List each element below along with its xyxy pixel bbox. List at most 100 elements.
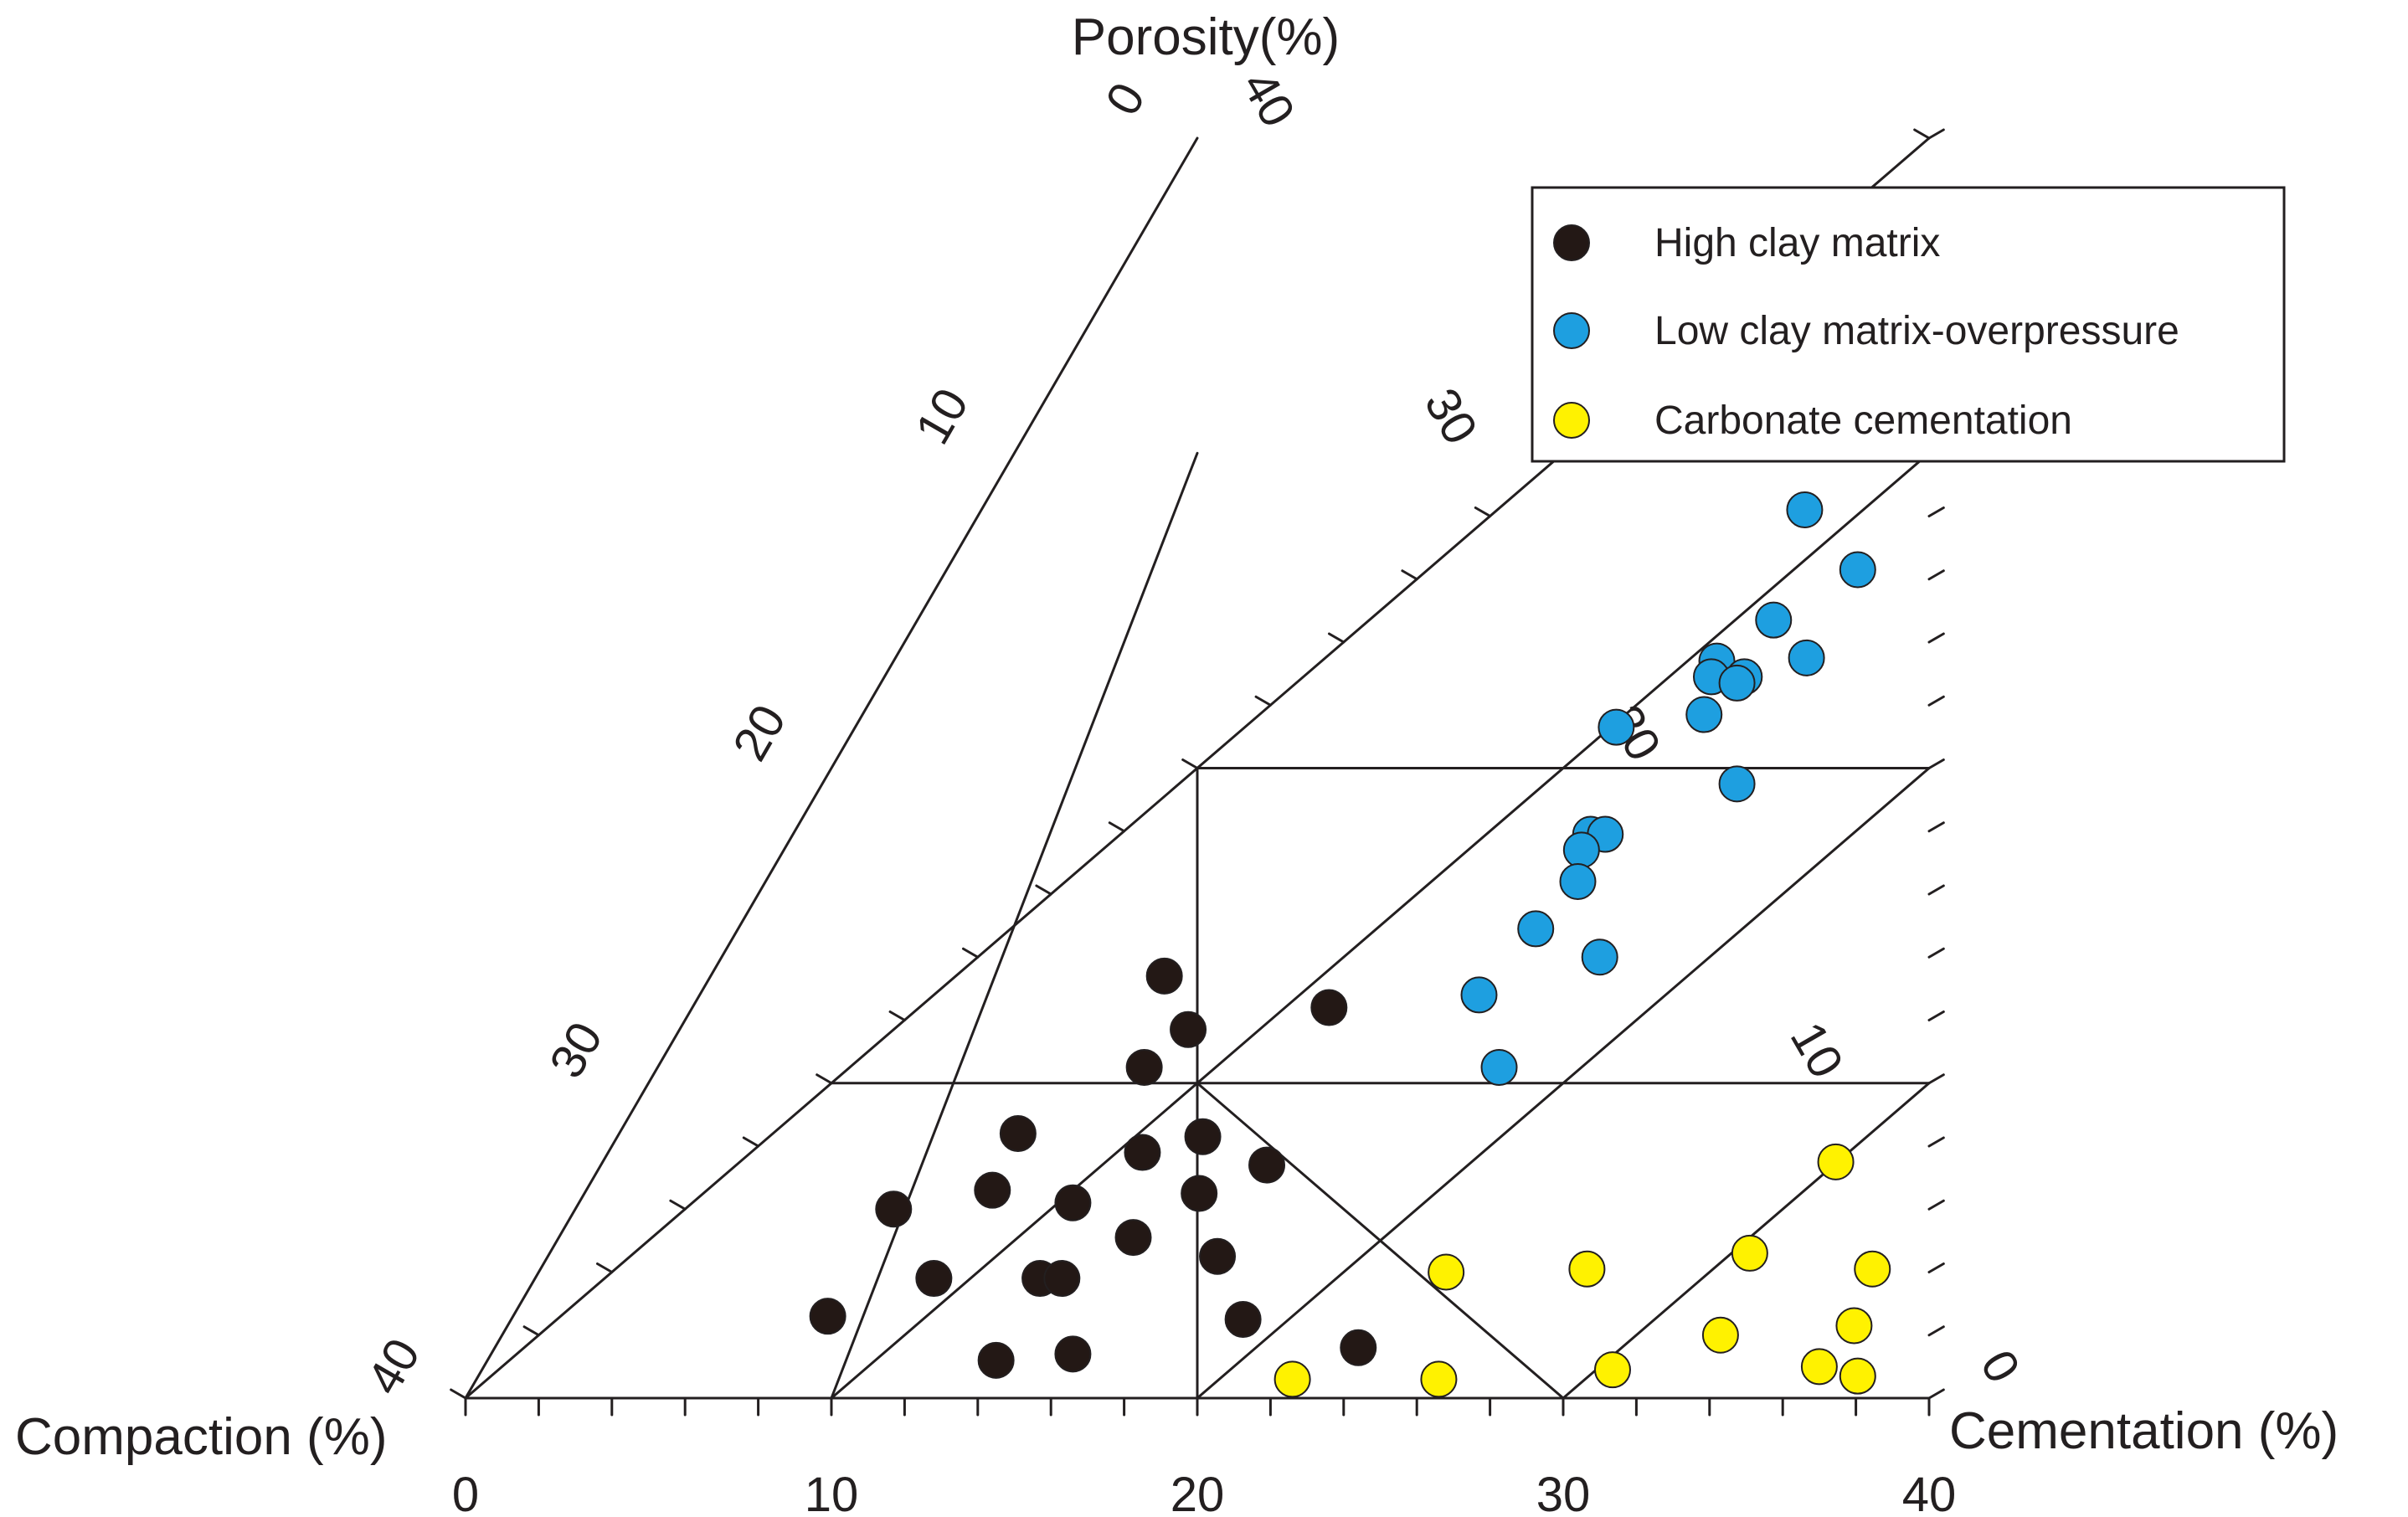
- point-carbonate: [1593, 1351, 1631, 1389]
- right-tick: [1927, 128, 1945, 140]
- bottom-tick-label-10: 10: [805, 1468, 859, 1517]
- grid-line: [464, 136, 1199, 1400]
- point-low-clay: [1517, 910, 1555, 948]
- left-tick: [888, 1010, 906, 1021]
- point-high-clay: [1043, 1260, 1081, 1298]
- legend-marker-high-clay: [1553, 224, 1590, 261]
- left-tick: [1035, 884, 1052, 896]
- point-high-clay: [1170, 1010, 1207, 1048]
- left-tick: [1254, 695, 1272, 707]
- bottom-tick-label-0: 0: [452, 1468, 479, 1517]
- point-high-clay: [1125, 1048, 1163, 1086]
- point-carbonate: [1817, 1143, 1855, 1180]
- point-high-clay: [1124, 1134, 1161, 1171]
- point-low-clay: [1718, 664, 1756, 702]
- point-low-clay: [1718, 765, 1756, 803]
- right-tick-label-10: 10: [1780, 1013, 1855, 1087]
- point-carbonate: [1273, 1360, 1311, 1398]
- point-high-clay: [1054, 1184, 1092, 1221]
- point-low-clay: [1598, 708, 1635, 746]
- left-tick: [1181, 758, 1199, 769]
- point-high-clay: [1248, 1146, 1286, 1184]
- right-tick: [1927, 947, 1945, 959]
- point-low-clay: [1460, 976, 1498, 1014]
- point-carbonate: [1800, 1348, 1838, 1386]
- legend-label-low-clay: Low clay matrix-overpressure: [1654, 309, 2179, 353]
- left-axis-title: Compaction (%): [15, 1408, 387, 1466]
- legend-label-carbonate: Carbonate cementation: [1654, 399, 2072, 443]
- point-carbonate: [1854, 1250, 1891, 1288]
- point-low-clay: [1755, 601, 1793, 639]
- point-high-clay: [999, 1114, 1037, 1152]
- right-tick: [1927, 884, 1945, 896]
- right-tick: [1927, 1388, 1945, 1400]
- legend-box: [1531, 186, 2286, 463]
- right-tick: [1927, 507, 1945, 517]
- right-tick-label-30: 30: [1414, 379, 1489, 453]
- legend-marker-carbonate: [1553, 402, 1590, 439]
- right-tick-label-40: 40: [1232, 62, 1306, 136]
- point-low-clay: [1480, 1048, 1518, 1086]
- data-points: [809, 491, 1891, 1398]
- legend: High clay matrix Low clay matrix-overpre…: [1531, 186, 2286, 463]
- point-high-clay: [1340, 1329, 1377, 1366]
- point-carbonate: [1835, 1307, 1873, 1345]
- left-tick: [961, 947, 980, 959]
- right-tick: [1927, 1073, 1945, 1085]
- point-high-clay: [974, 1171, 1011, 1209]
- point-low-clay: [1562, 831, 1600, 869]
- point-low-clay: [1581, 938, 1618, 976]
- point-high-clay: [1054, 1335, 1092, 1373]
- left-tick: [1401, 569, 1418, 581]
- point-high-clay: [1184, 1118, 1222, 1155]
- point-high-clay: [915, 1260, 953, 1298]
- point-high-clay: [1224, 1300, 1262, 1338]
- point-high-clay: [1181, 1175, 1218, 1212]
- point-low-clay: [1788, 639, 1825, 676]
- left-tick: [1474, 507, 1492, 517]
- left-tick: [595, 1262, 614, 1273]
- point-low-clay: [1839, 551, 1876, 589]
- point-high-clay: [1114, 1219, 1152, 1257]
- point-low-clay: [1559, 862, 1597, 900]
- left-tick-label-40: 40: [357, 1329, 431, 1403]
- right-tick: [1927, 1136, 1945, 1148]
- point-carbonate: [1428, 1253, 1465, 1291]
- right-tick: [1927, 821, 1945, 833]
- right-tick: [1927, 1262, 1945, 1273]
- point-carbonate: [1420, 1360, 1458, 1398]
- left-tick-label-10: 10: [905, 379, 980, 453]
- grid-line: [1196, 767, 1931, 1400]
- left-tick: [816, 1073, 833, 1085]
- right-tick: [1927, 1199, 1945, 1211]
- left-tick-label-0: 0: [1095, 74, 1155, 124]
- right-tick: [1927, 632, 1945, 644]
- legend-label-high-clay: High clay matrix: [1654, 221, 1940, 265]
- bottom-tick-label-20: 20: [1171, 1468, 1225, 1517]
- point-high-clay: [809, 1298, 846, 1335]
- point-high-clay: [875, 1190, 913, 1228]
- right-tick: [1927, 695, 1945, 707]
- point-carbonate: [1839, 1357, 1876, 1395]
- left-tick-label-30: 30: [539, 1013, 614, 1087]
- right-tick: [1927, 1325, 1945, 1337]
- right-tick: [1927, 569, 1945, 581]
- right-tick: [1927, 1010, 1945, 1021]
- bottom-tick-label-40: 40: [1902, 1468, 1957, 1517]
- right-tick: [1927, 758, 1945, 769]
- point-carbonate: [1568, 1250, 1606, 1288]
- grid-line: [830, 451, 1199, 1400]
- right-tick-label-0: 0: [1970, 1341, 2030, 1391]
- left-tick: [450, 1388, 467, 1400]
- point-low-clay: [1786, 491, 1824, 528]
- point-high-clay: [1310, 989, 1348, 1026]
- point-carbonate: [1731, 1234, 1768, 1272]
- bottom-tick-label-30: 30: [1536, 1468, 1591, 1517]
- grid-line: [830, 451, 1931, 1400]
- legend-marker-low-clay: [1553, 312, 1590, 349]
- top-axis-title: Porosity(%): [1072, 8, 1340, 66]
- point-high-clay: [977, 1341, 1015, 1379]
- left-tick: [742, 1136, 760, 1148]
- left-tick: [1108, 821, 1126, 833]
